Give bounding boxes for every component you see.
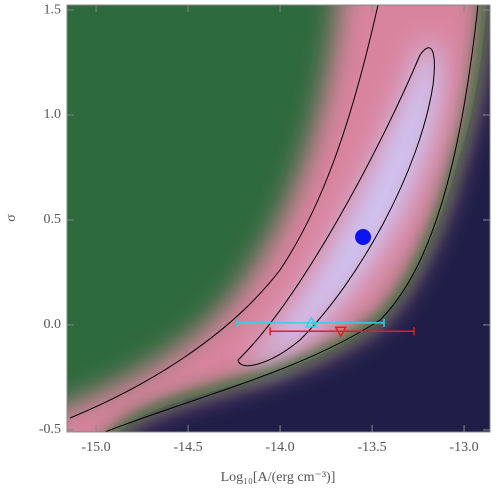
y-tick-label: 1.0 bbox=[44, 107, 62, 122]
x-tick-label: -13.5 bbox=[357, 440, 386, 455]
y-tick-label: 1.5 bbox=[44, 2, 62, 17]
x-tick-label: -14.5 bbox=[173, 440, 202, 455]
y-tick-label: -0.5 bbox=[39, 422, 61, 437]
point bbox=[355, 228, 372, 245]
x-tick-label: -13.0 bbox=[449, 440, 478, 455]
x-tick-label: -15.0 bbox=[81, 440, 110, 455]
y-axis-label: σ bbox=[4, 214, 19, 222]
y-tick-label: 0.0 bbox=[44, 317, 62, 332]
y-tick-label: 0.5 bbox=[44, 212, 62, 227]
x-tick-label: -14.0 bbox=[265, 440, 294, 455]
x-axis-label: Log₁₀[A/(erg cm⁻³)] bbox=[221, 470, 336, 485]
density-image bbox=[67, 5, 490, 432]
point bbox=[305, 316, 318, 328]
frame bbox=[66, 4, 491, 433]
point bbox=[334, 326, 348, 338]
